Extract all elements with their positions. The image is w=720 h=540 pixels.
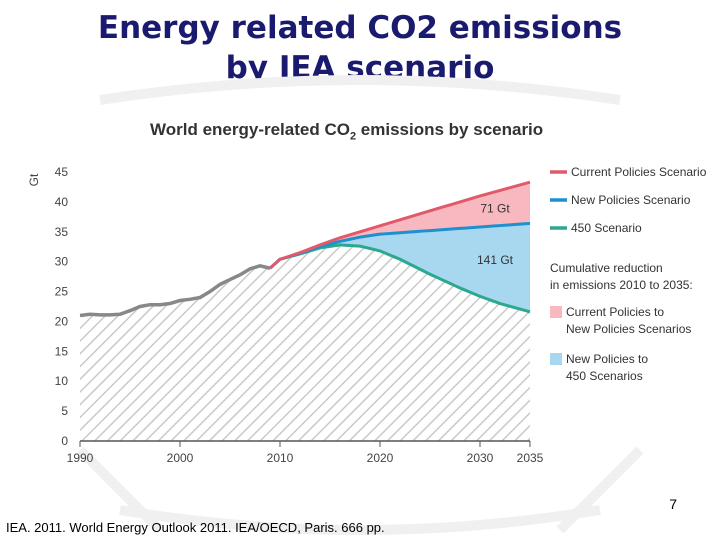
legend-label: Current Policies Scenario — [571, 165, 707, 179]
legend-label: 450 Scenario — [571, 221, 642, 235]
area-label-141gt: 141 Gt — [477, 253, 514, 267]
legend-area-swatch — [550, 306, 562, 318]
y-tick-label: 30 — [55, 255, 69, 269]
historical-line — [79, 264, 271, 318]
y-tick-label: 25 — [55, 285, 69, 299]
legend-label: New Policies Scenario — [571, 193, 691, 207]
slide-title: Energy related CO2 emissions by IEA scen… — [0, 8, 720, 88]
chart-title: World energy-related CO2 emissions by sc… — [150, 120, 544, 143]
y-tick-label: 10 — [55, 374, 69, 388]
x-tick-label: 2030 — [467, 451, 494, 465]
y-tick-label: 35 — [55, 225, 69, 239]
y-tick-label: 0 — [61, 434, 68, 448]
series-line-current-policies-scenario — [268, 180, 531, 270]
y-tick-label: 40 — [55, 195, 69, 209]
y-tick-label: 20 — [55, 314, 69, 328]
area-current-to-new — [270, 182, 530, 269]
x-tick-label: 2020 — [367, 451, 394, 465]
area-label-71gt: 71 Gt — [480, 202, 510, 216]
legend-heading: Cumulative reduction — [550, 261, 663, 275]
y-axis-label: Gt — [27, 173, 41, 186]
legend-heading: in emissions 2010 to 2035: — [550, 278, 693, 292]
legend-area-swatch — [550, 353, 562, 365]
legend-area-label: New Policies Scenarios — [566, 322, 691, 336]
legend-area-label: New Policies to — [566, 352, 648, 366]
citation: IEA. 2011. World Energy Outlook 2011. IE… — [6, 520, 385, 535]
legend-area-label: Current Policies to — [566, 305, 664, 319]
y-tick-label: 5 — [61, 404, 68, 418]
y-tick-label: 15 — [55, 344, 69, 358]
y-tick-label: 45 — [55, 165, 69, 179]
page-number: 7 — [669, 496, 677, 512]
slide-title-line1: Energy related CO2 emissions — [97, 10, 623, 46]
x-tick-label: 2010 — [267, 451, 294, 465]
hatched-area — [80, 244, 530, 441]
legend-area-label: 450 Scenarios — [566, 369, 643, 383]
x-tick-label: 2035 — [517, 451, 544, 465]
x-tick-label: 1990 — [67, 451, 94, 465]
x-tick-label: 2000 — [167, 451, 194, 465]
